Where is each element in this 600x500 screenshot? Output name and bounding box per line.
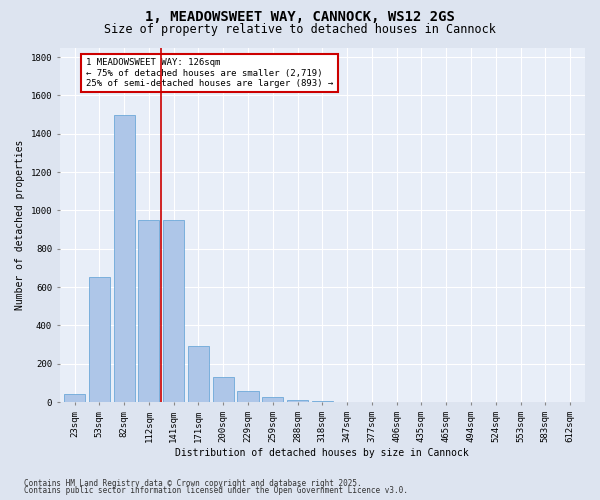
Bar (113, 114, 134, 402)
Bar (188, 346, 209, 402)
Bar (213, 377, 234, 402)
Bar (139, 220, 160, 402)
Bar (64, 394, 85, 402)
Bar (262, 398, 283, 402)
Bar (312, 401, 333, 402)
Text: Contains public sector information licensed under the Open Government Licence v3: Contains public sector information licen… (24, 486, 408, 495)
Text: 1 MEADOWSWEET WAY: 126sqm
← 75% of detached houses are smaller (2,719)
25% of se: 1 MEADOWSWEET WAY: 126sqm ← 75% of detac… (86, 58, 333, 88)
Text: Contains HM Land Registry data © Crown copyright and database right 2025.: Contains HM Land Registry data © Crown c… (24, 478, 362, 488)
Bar (238, 390, 259, 402)
X-axis label: Distribution of detached houses by size in Cannock: Distribution of detached houses by size … (175, 448, 469, 458)
Text: Size of property relative to detached houses in Cannock: Size of property relative to detached ho… (104, 22, 496, 36)
Y-axis label: Number of detached properties: Number of detached properties (15, 140, 25, 310)
Text: 1, MEADOWSWEET WAY, CANNOCK, WS12 2GS: 1, MEADOWSWEET WAY, CANNOCK, WS12 2GS (145, 10, 455, 24)
Bar (89, 278, 110, 402)
Bar (287, 400, 308, 402)
Bar (163, 220, 184, 402)
